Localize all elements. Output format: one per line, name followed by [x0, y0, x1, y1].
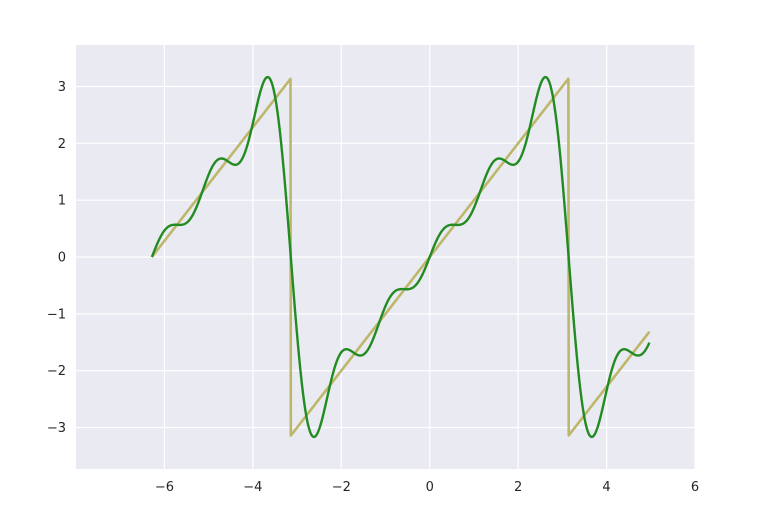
x-tick-label: −2 — [332, 480, 351, 495]
series-group — [150, 75, 651, 439]
x-tick-label: −6 — [155, 480, 174, 495]
y-tick-label: 0 — [58, 251, 66, 266]
x-tick-label: 4 — [602, 480, 610, 495]
y-tick-label: 1 — [58, 194, 66, 209]
series-line-sawtooth — [150, 77, 651, 437]
y-tick-label: −3 — [47, 421, 66, 436]
x-tick-label: 0 — [426, 480, 434, 495]
y-tick-label: −1 — [47, 307, 66, 322]
y-tick-label: −2 — [47, 364, 66, 379]
x-axis-ticks: −6 −4 −2 0 2 4 6 — [155, 480, 699, 495]
y-tick-label: 3 — [58, 80, 66, 95]
x-tick-label: 2 — [514, 480, 522, 495]
x-tick-label: 6 — [691, 480, 699, 495]
series-line-fourier — [150, 75, 651, 439]
y-axis-ticks: −3 −2 −1 0 1 2 3 — [47, 80, 66, 436]
x-tick-label: −4 — [243, 480, 262, 495]
y-tick-label: 2 — [58, 137, 66, 152]
